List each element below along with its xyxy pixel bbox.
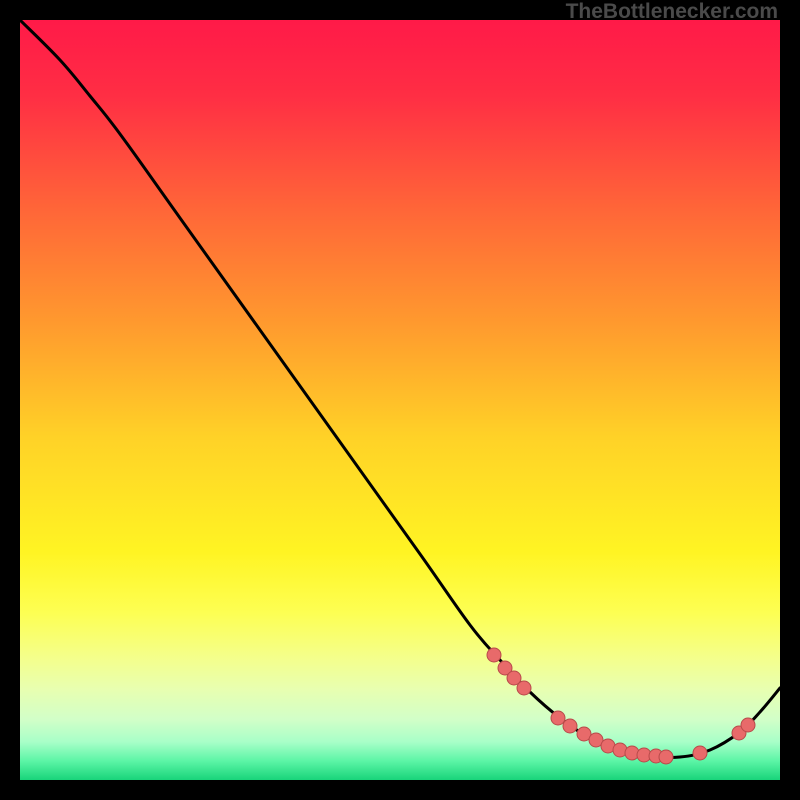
- data-marker: [563, 719, 577, 733]
- data-marker: [551, 711, 565, 725]
- data-marker: [659, 750, 673, 764]
- data-marker: [517, 681, 531, 695]
- plot-area: [20, 20, 780, 780]
- plot-svg: [20, 20, 780, 780]
- watermark-text: TheBottlenecker.com: [566, 0, 778, 24]
- gradient-background: [20, 20, 780, 780]
- data-marker: [693, 746, 707, 760]
- data-marker: [487, 648, 501, 662]
- data-marker: [741, 718, 755, 732]
